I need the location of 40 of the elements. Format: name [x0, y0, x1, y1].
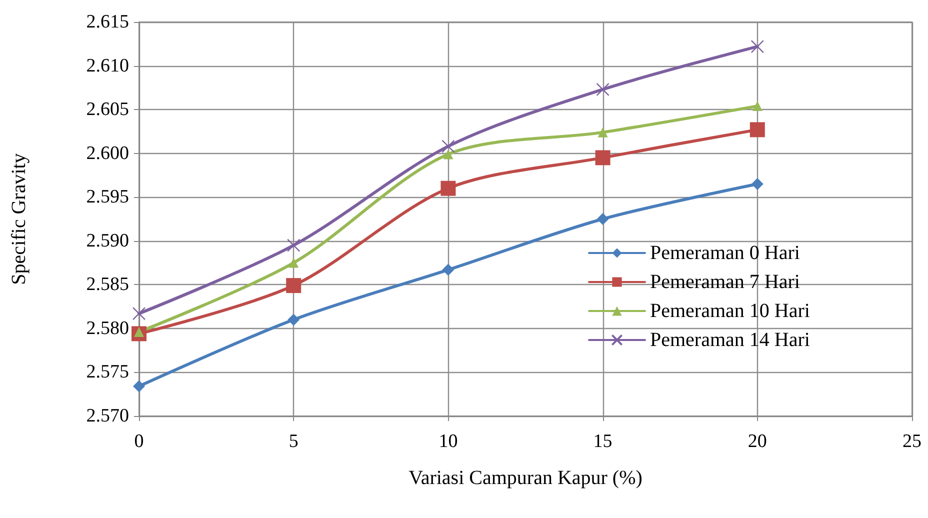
point	[440, 180, 456, 196]
y-tick-label: 2.595	[86, 186, 129, 208]
point	[750, 40, 764, 54]
x-axis-title: Variasi Campuran Kapur (%)	[408, 467, 642, 489]
point	[443, 149, 454, 160]
y-tick-label: 2.580	[86, 318, 129, 339]
x-tick-label: 20	[748, 431, 767, 452]
point	[288, 314, 300, 326]
point	[598, 127, 608, 138]
legend-label: Pemeraman 0 Hari	[650, 242, 800, 264]
y-tick-label: 2.585	[86, 274, 129, 296]
x-tick-label: 5	[288, 431, 298, 452]
x-tick-label: 15	[593, 431, 612, 452]
point	[442, 264, 454, 276]
point	[752, 101, 762, 112]
point	[286, 278, 302, 294]
y-axis-title: Specific Gravity	[8, 153, 30, 285]
point	[595, 150, 610, 166]
point	[287, 238, 300, 252]
x-tick-label: 0	[134, 431, 144, 452]
point	[442, 140, 455, 153]
y-tick-label: 2.615	[86, 12, 129, 32]
y-tick-label: 2.570	[86, 406, 129, 426]
legend-label: Pemeraman 7 Hari	[650, 271, 800, 293]
legend-label: Pemeraman 10 Hari	[650, 300, 810, 322]
y-tick-label: 2.600	[86, 142, 129, 164]
point	[596, 213, 609, 225]
y-tick-label: 2.590	[86, 230, 129, 252]
x-tick-label: 10	[438, 431, 458, 452]
y-tick-label: 2.610	[86, 55, 129, 76]
legend-label: Pemeraman 14 Hari	[650, 329, 810, 351]
point	[133, 380, 145, 392]
y-tick-label: 2.605	[86, 99, 129, 120]
point	[750, 122, 765, 138]
x-tick-label: 25	[902, 431, 922, 452]
point	[132, 306, 146, 320]
y-tick-label: 2.575	[86, 362, 129, 383]
point	[596, 82, 610, 96]
point	[751, 178, 764, 190]
point	[288, 258, 299, 268]
